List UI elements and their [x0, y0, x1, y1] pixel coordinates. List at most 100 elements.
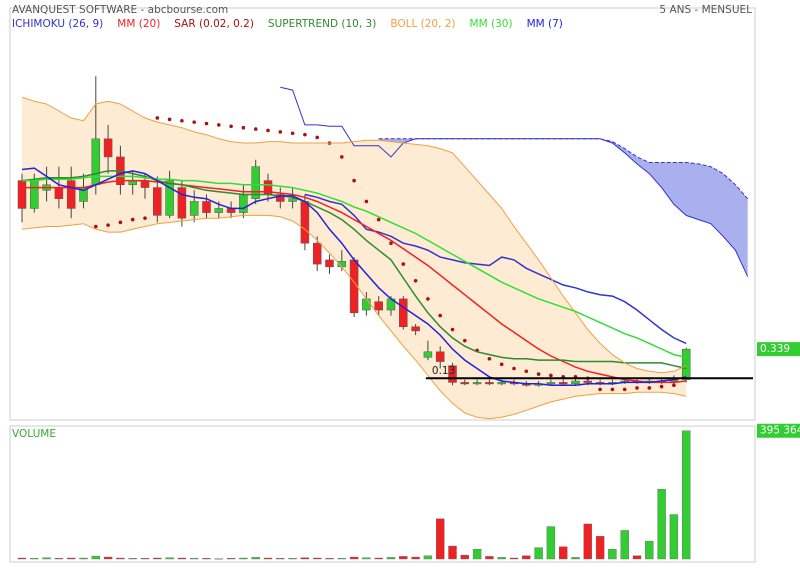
candle-body	[460, 382, 470, 385]
volume-bar	[571, 557, 580, 560]
candle-body	[17, 180, 27, 209]
sar-dot	[155, 116, 160, 120]
candle-body	[485, 382, 494, 385]
volume-bar	[534, 547, 543, 560]
reference-label: 0.13	[432, 365, 455, 377]
volume-bar	[276, 558, 285, 560]
volume-panel	[9, 425, 756, 563]
chart-subtitle: 5 ANS - MENSUEL	[659, 4, 752, 16]
volume-bar	[386, 557, 396, 560]
sar-dot	[217, 123, 221, 127]
sar-dot	[94, 224, 98, 229]
sar-dot	[659, 384, 664, 389]
last-price-box	[757, 342, 800, 357]
candle-body	[374, 301, 383, 311]
sar-dot	[524, 369, 529, 374]
candle-body	[288, 198, 297, 202]
volume-bar	[214, 558, 224, 560]
volume-bar	[374, 557, 383, 560]
volume-bar	[485, 556, 494, 560]
sar-dot	[635, 386, 639, 390]
sar-dot	[290, 131, 295, 136]
indicator-line	[22, 179, 687, 384]
sar-dot	[536, 372, 541, 376]
volume-bar	[645, 540, 654, 560]
sar-dot	[499, 362, 504, 367]
legend-entry: SAR (0.02, 0.2)	[174, 18, 254, 30]
candle-body	[239, 194, 248, 213]
sar-dot	[180, 118, 184, 123]
legend-entry: BOLL (20, 2)	[390, 18, 455, 30]
candle-body	[177, 187, 187, 219]
lines	[21, 86, 753, 420]
indicator-line	[21, 167, 687, 386]
legend-entry: MM (20)	[117, 18, 160, 30]
candle-body	[312, 242, 322, 265]
sar-dot	[130, 217, 135, 222]
sar-dot	[118, 220, 123, 225]
volume-bar	[54, 558, 64, 560]
sar-dot	[229, 124, 233, 129]
sar-dot	[450, 327, 455, 332]
sar-dot	[303, 132, 307, 137]
volume-bar	[79, 557, 88, 560]
volume-bar	[497, 557, 506, 560]
volume-bar	[669, 514, 679, 560]
volume-bar	[42, 557, 51, 560]
candle-body	[30, 180, 39, 209]
volume-bar	[300, 557, 310, 560]
sar-dot	[549, 373, 553, 378]
sar-dot	[241, 125, 246, 130]
sar-dot	[315, 135, 320, 140]
volume-bar	[559, 546, 568, 560]
sar-dot	[106, 223, 110, 227]
volume-bar	[337, 558, 346, 560]
sar-dot	[647, 386, 652, 390]
sar-dot	[413, 279, 418, 283]
chart-title: AVANQUEST SOFTWARE - abcbourse.com	[12, 4, 228, 16]
candle-body	[165, 180, 174, 216]
sar-dot	[463, 338, 467, 343]
candle-body	[411, 326, 420, 332]
volume-bar	[472, 549, 482, 560]
volume-bar	[620, 530, 629, 560]
volume-bar	[30, 558, 39, 560]
volume-bar	[128, 558, 137, 560]
candle-body	[472, 382, 482, 385]
sar-dot	[401, 262, 406, 266]
volume-bar	[460, 554, 469, 560]
candle-body	[66, 180, 76, 209]
candle-body	[497, 382, 506, 385]
candle-body	[153, 187, 162, 216]
volume-bar	[399, 556, 408, 560]
candle-body	[103, 138, 113, 158]
volume-bar	[632, 555, 642, 560]
legend-entry: SUPERTREND (10, 3)	[268, 18, 376, 30]
candle-body	[54, 187, 64, 199]
sar-dot	[352, 178, 356, 183]
candle-body	[251, 166, 260, 199]
volume-bar	[140, 558, 150, 560]
volume-value-label: 395 364	[760, 425, 800, 437]
legend-entry: MM (30)	[470, 18, 513, 30]
candle-body	[362, 298, 371, 311]
sar-dot	[598, 387, 602, 392]
indicator-line	[304, 193, 687, 345]
candle-body	[202, 201, 211, 213]
sar-dot	[143, 216, 147, 220]
candle-body	[681, 348, 691, 380]
ichimoku-cloud	[378, 138, 748, 277]
volume-bar	[436, 518, 445, 560]
sar-dot	[512, 366, 516, 371]
candle-body	[214, 208, 224, 213]
sar-dot	[672, 383, 676, 388]
sar-dot	[426, 297, 430, 301]
volume-bar	[349, 556, 359, 560]
sar-dot	[389, 241, 393, 246]
candle-body	[91, 138, 101, 186]
volume-bar	[202, 558, 211, 560]
volume-bar	[153, 557, 162, 560]
sar-dot	[438, 313, 443, 318]
sar-dot	[253, 127, 258, 131]
